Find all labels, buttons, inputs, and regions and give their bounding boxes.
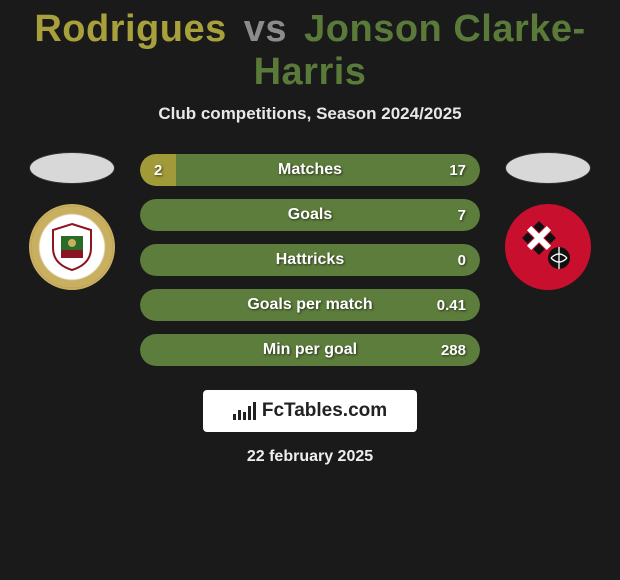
comparison-title: Rodrigues vs Jonson Clarke-Harris [0,0,620,94]
subtitle: Club competitions, Season 2024/2025 [0,104,620,124]
comparison-body: Matches2 17 Goals7 Hattricks0 Goals per matc… [0,152,620,366]
stat-label: Goals per match [140,289,480,321]
stat-bar: Hattricks0 [140,244,480,276]
stat-value-left: 2 [154,154,162,186]
mill-ball-icon [521,220,575,274]
stat-bar: Goals7 [140,199,480,231]
stat-label: Hattricks [140,244,480,276]
brand-text: FcTables.com [262,400,387,422]
stat-value-right: 0 [458,244,466,276]
player1-flag [29,152,115,184]
barnsley-fc-crest [29,204,115,290]
stat-value-right: 7 [458,199,466,231]
player1-name: Rodrigues [34,8,226,50]
stats-bars: Matches2 17 Goals7 Hattricks0 Goals per matc… [140,152,480,366]
stat-bar: Matches2 17 [140,154,480,186]
stat-bar: Min per goal288 [140,334,480,366]
stat-label: Min per goal [140,334,480,366]
rotherham-crest [505,204,591,290]
fctables-logo: FcTables.com [203,390,417,432]
stat-bar: Goals per match0.41 [140,289,480,321]
stat-label: Goals [140,199,480,231]
stat-label: Matches [140,154,480,186]
footer-date: 22 february 2025 [0,448,620,466]
stat-value-right: 0.41 [437,289,466,321]
left-column [22,152,122,290]
vs-text: vs [244,8,287,50]
stat-value-right: 288 [441,334,466,366]
player2-name: Jonson Clarke-Harris [254,8,586,93]
bar-chart-icon [233,402,256,420]
stat-value-right: 17 [449,154,466,186]
shield-icon [45,220,99,274]
player2-flag [505,152,591,184]
right-column [498,152,598,290]
